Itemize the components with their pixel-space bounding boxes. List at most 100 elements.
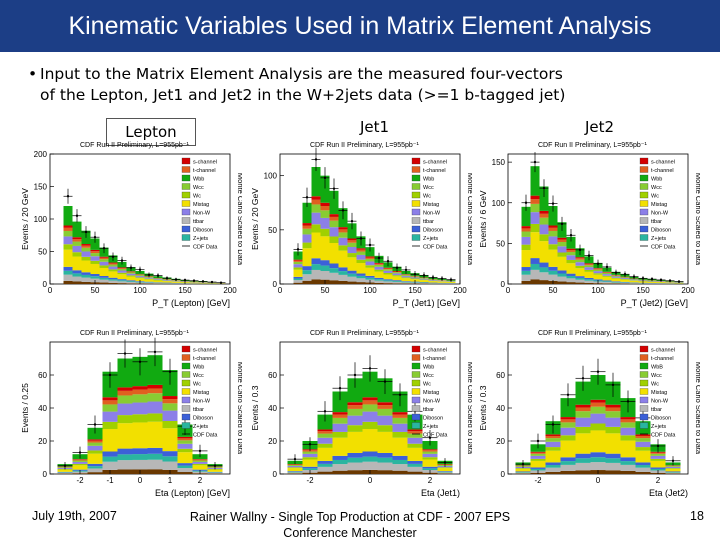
bar-segment (393, 283, 402, 284)
bar-segment (333, 471, 348, 474)
bar-segment (408, 448, 423, 461)
bar-segment (651, 459, 666, 461)
bar-segment (375, 279, 384, 280)
legend-swatch (182, 226, 190, 232)
bar-segment (612, 281, 621, 282)
bar-segment (561, 422, 576, 427)
bar-segment (64, 267, 73, 271)
bar-segment (366, 256, 375, 257)
y-axis-label: Events / 0.3 (250, 385, 260, 430)
bar-segment (522, 275, 531, 281)
bar-segment (585, 264, 594, 265)
bar-segment (348, 432, 363, 453)
bar-segment (178, 468, 193, 472)
bar-segment (522, 267, 531, 271)
bar-segment (591, 414, 606, 424)
legend-swatch (182, 414, 190, 420)
bar-segment (531, 232, 540, 258)
bar-segment (603, 272, 612, 273)
bar-segment (357, 282, 366, 284)
bar-segment (606, 458, 621, 463)
bar-segment (576, 411, 591, 417)
bar-segment (145, 279, 154, 280)
bar-segment (636, 434, 651, 436)
legend-swatch (640, 235, 648, 241)
bar-segment (576, 258, 585, 259)
bar-segment (375, 270, 384, 272)
bar-segment (103, 451, 118, 456)
legend-swatch (182, 158, 190, 164)
legend-entry: Diboson (193, 416, 213, 422)
bar-segment (288, 472, 303, 473)
legend-entry: Wc (651, 194, 659, 200)
bar-segment (540, 272, 549, 280)
bar-segment (393, 272, 402, 273)
bar-segment (136, 275, 145, 276)
bar-segment (549, 236, 558, 244)
bar-segment (567, 249, 576, 250)
bar-segment (103, 412, 118, 422)
bar-segment (178, 449, 193, 452)
legend-swatch (182, 209, 190, 215)
bar-segment (561, 457, 576, 461)
bar-segment (178, 466, 193, 468)
bar-segment (408, 472, 423, 474)
bar-segment (603, 276, 612, 277)
bar-segment (109, 263, 118, 264)
bar-segment (330, 227, 339, 236)
bar-segment (363, 457, 378, 462)
bar-segment (606, 405, 621, 408)
bar-segment (100, 259, 109, 262)
bar-segment (612, 277, 621, 278)
x-axis-label: P_T (Lepton) [GeV] (152, 298, 230, 308)
legend-swatch (640, 397, 648, 403)
bar-segment (294, 260, 303, 261)
chart-eta-lepton: CDF Run II Preliminary, L=955pb⁻¹KS prob… (20, 326, 242, 504)
bar-segment (540, 263, 549, 268)
bar-segment (606, 470, 621, 474)
bar-segment (378, 416, 393, 426)
bar-segment (648, 282, 657, 283)
y-tick-label: 0 (501, 470, 506, 479)
bar-segment (384, 271, 393, 273)
legend-swatch (640, 380, 648, 386)
bar-segment (91, 253, 100, 256)
legend-entry: Mistag (193, 390, 209, 396)
bar-segment (333, 438, 348, 456)
bar-segment (73, 252, 82, 256)
bar-segment (540, 214, 549, 218)
bar-segment (199, 283, 208, 284)
legend-entry: Wbb (193, 177, 204, 183)
bar-segment (621, 441, 636, 458)
bar-segment (73, 222, 82, 238)
bar-segment (675, 283, 684, 284)
bar-segment (606, 418, 621, 427)
bar-segment (393, 438, 408, 456)
bar-segment (630, 280, 639, 281)
bar-segment (549, 231, 558, 236)
bar-segment (118, 454, 133, 460)
bar-segment (594, 270, 603, 271)
bar-segment (636, 462, 651, 465)
bar-segment (522, 245, 531, 250)
bar-segment (384, 280, 393, 281)
x-tick-label: 200 (223, 286, 237, 295)
bar-segment (531, 456, 546, 459)
bar-segment (591, 407, 606, 414)
y-tick-label: 40 (38, 404, 47, 413)
bar-segment (546, 442, 561, 447)
bar-segment (666, 467, 681, 468)
legend-entry: Wbb (423, 365, 434, 371)
bar-segment (318, 467, 333, 472)
x-tick-label: -1 (106, 476, 114, 485)
bar-segment (558, 270, 567, 273)
bar-segment (333, 412, 348, 414)
legend-entry: Z+jets (193, 424, 208, 430)
bar-segment (288, 473, 303, 474)
bar-segment (288, 464, 303, 465)
bar-segment (549, 271, 558, 275)
bar-segment (651, 467, 666, 468)
bar-segment (576, 260, 585, 263)
bar-segment (567, 274, 576, 276)
bar-segment (163, 283, 172, 284)
